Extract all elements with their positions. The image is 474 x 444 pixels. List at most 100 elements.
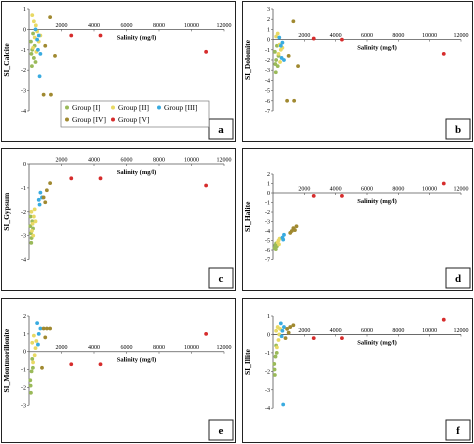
y-axis-label: SI_Gypsum (2, 192, 11, 231)
legend-marker (111, 117, 115, 122)
y-tick-label: -2 (21, 385, 26, 391)
data-point (29, 51, 34, 56)
data-point (33, 23, 38, 28)
data-point (36, 33, 41, 38)
data-point (285, 98, 289, 103)
y-tick-label: 1 (23, 7, 26, 13)
y-tick-label: -5 (265, 239, 270, 245)
x-tick-label: 12000 (454, 328, 469, 334)
y-tick-label: -4 (265, 229, 270, 235)
x-tick-label: 6000 (361, 328, 373, 334)
data-point (277, 242, 281, 247)
data-point (28, 383, 33, 388)
y-tick-label: -1 (21, 48, 26, 54)
x-tick-label: 8000 (153, 158, 165, 164)
y-tick-label: -4 (265, 78, 270, 84)
data-point (275, 31, 280, 36)
panel-letter: d (455, 273, 461, 285)
y-tick-label: -3 (21, 234, 26, 240)
data-point (276, 338, 281, 342)
panel-b: 3 2 1 0 -1 -2 -3 -4 -5 -6 -7 2000 4000 6000 8000 10000 1… (242, 1, 473, 142)
data-point (33, 346, 38, 351)
data-point (32, 353, 37, 358)
legend: Group [I] Group [II] Group [III] Group [IV]… (60, 100, 210, 128)
y-tick-label: 3 (267, 7, 270, 13)
y-tick-label: 1 (267, 314, 270, 320)
data-point (28, 224, 33, 229)
panel-frame (1, 148, 236, 291)
x-tick-label: 12000 (454, 187, 469, 193)
data-point (279, 334, 284, 339)
x-axis-label: Salinity (mg/l) (357, 198, 397, 205)
y-tick-label: -2 (265, 369, 270, 375)
data-point (288, 325, 293, 329)
data-point (283, 336, 288, 341)
data-point (282, 58, 286, 62)
x-tick-label: 2000 (56, 158, 68, 164)
y-tick-label: 0 (23, 162, 26, 168)
data-point (29, 369, 34, 374)
y-tick-label: -7 (265, 258, 270, 264)
data-point (296, 64, 300, 69)
y-tick-label: 0 (267, 38, 270, 44)
data-point (281, 402, 286, 407)
data-point (31, 360, 35, 365)
legend-entry: Group [III] (164, 103, 198, 112)
data-point (311, 193, 316, 198)
data-point (69, 362, 74, 367)
legend-entry: Group [V] (118, 115, 149, 124)
data-point (29, 390, 33, 395)
y-tick-label: 0 (23, 27, 26, 33)
data-point (98, 362, 103, 367)
y-tick-label: -1 (265, 351, 270, 357)
data-point (38, 326, 43, 331)
x-axis-label: Salinity (mg/l) (357, 45, 397, 52)
data-point (282, 325, 286, 329)
data-point (31, 45, 35, 50)
x-tick-label: 10000 (184, 345, 199, 351)
y-tick-label: -5 (265, 89, 270, 95)
data-point (33, 27, 38, 32)
data-point (292, 98, 297, 103)
y-tick-label: 0 (267, 191, 270, 197)
x-tick-label: 12000 (217, 23, 232, 29)
panel-letter: b (455, 124, 461, 136)
x-axis-label: Salinity (mg/l) (117, 357, 157, 364)
panel-a: 1 0 -1 -2 -3 -4 2000 4000 6000 8000 10000 12000 Sali… (1, 1, 236, 142)
data-point (32, 207, 37, 212)
data-point (281, 237, 286, 242)
data-point (30, 340, 35, 345)
y-tick-label: -2 (265, 58, 270, 64)
x-axis-label: Salinity (mg/l) (117, 34, 157, 41)
legend-marker (157, 105, 161, 110)
data-point (41, 195, 46, 200)
data-point (441, 181, 446, 186)
x-tick-label: 2000 (298, 33, 310, 39)
x-tick-label: 2000 (56, 345, 68, 351)
y-tick-label: -6 (265, 248, 270, 254)
legend-entry: Group [IV] (72, 115, 106, 124)
data-point (30, 13, 35, 18)
data-point (48, 326, 53, 331)
data-point (311, 336, 316, 341)
y-tick-label: -4 (265, 406, 270, 412)
data-point (31, 56, 36, 60)
data-point (30, 356, 35, 361)
y-tick-label: -3 (21, 403, 26, 409)
y-axis-label: SI_Calcite (2, 43, 11, 77)
panel-letter-box (445, 419, 471, 441)
x-tick-label: 2000 (298, 187, 310, 193)
data-point (280, 328, 285, 333)
panel-letter: a (218, 124, 224, 136)
data-point (291, 19, 296, 24)
data-point (31, 365, 35, 370)
y-axis-label: SI_Montmorillonite (2, 328, 11, 392)
data-point (49, 92, 53, 97)
data-point (31, 31, 35, 36)
data-point (31, 214, 36, 219)
data-point (35, 321, 40, 326)
data-point (286, 330, 291, 335)
data-point (30, 228, 34, 233)
data-point (36, 197, 41, 202)
y-tick-label: -1 (21, 368, 26, 374)
